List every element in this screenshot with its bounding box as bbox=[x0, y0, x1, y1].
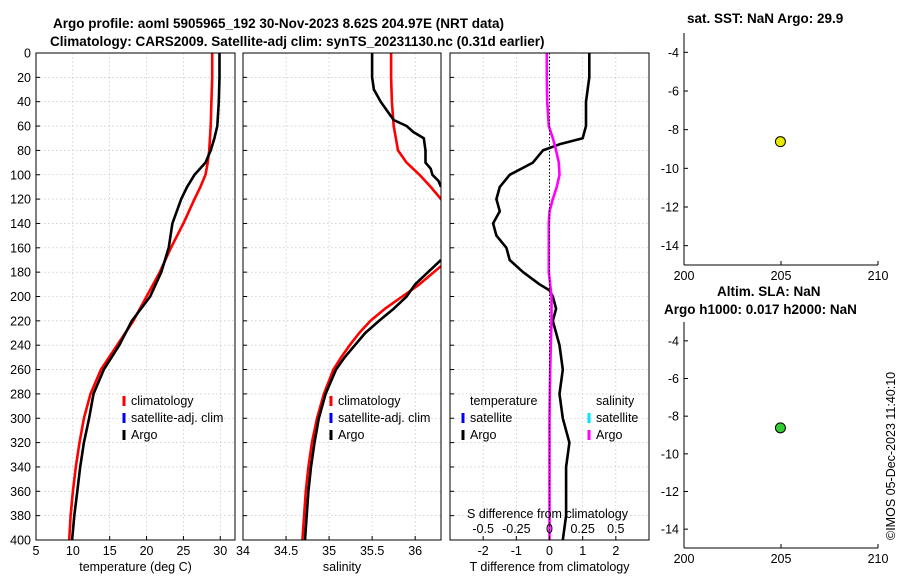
y-tick-label: 80 bbox=[17, 144, 31, 158]
data-point bbox=[774, 136, 786, 148]
y-tick-label: -10 bbox=[661, 162, 679, 176]
x-tick-label: 200 bbox=[674, 552, 695, 566]
x-axis-label: temperature (deg C) bbox=[79, 560, 192, 574]
series-line-argo bbox=[70, 53, 221, 540]
legend-title-salinity: salinity bbox=[596, 394, 635, 408]
y-tick-label: 140 bbox=[10, 217, 31, 231]
x-tick-label: 210 bbox=[868, 552, 889, 566]
x-tick-label: -2 bbox=[478, 544, 489, 558]
series-line-t-difference-argo bbox=[491, 53, 591, 540]
x-tick-label: 35 bbox=[322, 544, 336, 558]
y-tick-label: 200 bbox=[10, 290, 31, 304]
series-line-argo bbox=[370, 53, 441, 188]
legend-label: satellite bbox=[470, 411, 512, 425]
y-tick-label: -12 bbox=[661, 201, 679, 215]
y-tick-label: 160 bbox=[10, 241, 31, 255]
y-tick-label: 0 bbox=[24, 47, 31, 61]
y-tick-label: 300 bbox=[10, 412, 31, 426]
legend-label: Argo bbox=[470, 428, 496, 442]
x-tick-label: 25 bbox=[176, 544, 190, 558]
y-tick-label: 40 bbox=[17, 95, 31, 109]
y-tick-label: 240 bbox=[10, 339, 31, 353]
series-line-climatology-deep bbox=[301, 265, 441, 540]
legend-label: Argo bbox=[338, 428, 364, 442]
y-tick-label: -14 bbox=[661, 239, 679, 253]
x-tick-label: 5 bbox=[33, 544, 40, 558]
data-point bbox=[774, 422, 786, 434]
y-tick-label: 120 bbox=[10, 193, 31, 207]
x-tick-label: 200 bbox=[674, 269, 695, 283]
x-tick-label: 205 bbox=[771, 269, 792, 283]
legend-label: climatology bbox=[131, 394, 194, 408]
y-tick-label: 340 bbox=[10, 460, 31, 474]
y-tick-label: 60 bbox=[17, 120, 31, 134]
legend-label: satellite-adj. clim bbox=[338, 411, 430, 425]
x-tick-label: 10 bbox=[66, 544, 80, 558]
y-tick-label: 100 bbox=[10, 168, 31, 182]
y-tick-label: -14 bbox=[661, 523, 679, 537]
x-axis-label: salinity bbox=[323, 560, 362, 574]
sla-panel-subtitle: Argo h1000: 0.017 h2000: NaN bbox=[664, 302, 857, 317]
x-tick-label: -1 bbox=[511, 544, 522, 558]
y-tick-label: -8 bbox=[668, 123, 679, 137]
top-x-tick-label: -0.5 bbox=[472, 522, 494, 536]
x-tick-label: 35.5 bbox=[360, 544, 384, 558]
temperature-panel: 5 10 15 20 25 30 temperature (deg C) 0 20 40 60 80 1… bbox=[10, 47, 236, 574]
y-tick-label: 380 bbox=[10, 509, 31, 523]
x-tick-label: 34.5 bbox=[274, 544, 298, 558]
x-tick-label: 2 bbox=[612, 544, 619, 558]
y-tick-label: -6 bbox=[668, 85, 679, 99]
x-axis-label: T difference from climatology bbox=[469, 560, 630, 574]
top-x-tick-label: -0.25 bbox=[502, 522, 531, 536]
y-tick-label: 320 bbox=[10, 436, 31, 450]
y-tick-label: 260 bbox=[10, 363, 31, 377]
y-tick-label: 400 bbox=[10, 534, 31, 548]
sst-panel-title: sat. SST: NaN Argo: 29.9 bbox=[687, 11, 843, 26]
x-tick-label: 15 bbox=[103, 544, 117, 558]
legend-label: Argo bbox=[596, 428, 622, 442]
figure-title-line1: Argo profile: aoml 5905965_192 30-Nov-20… bbox=[53, 16, 504, 31]
x-tick-label: 0 bbox=[546, 544, 553, 558]
legend-title-temperature: temperature bbox=[470, 394, 537, 408]
difference-panel: -2 -1 0 1 2 T difference from climatology S di… bbox=[449, 52, 650, 574]
sst-map-panel: -4 -6 -8 -10 -12 -14 200 205 210 bbox=[661, 33, 889, 283]
y-tick-label: -12 bbox=[661, 485, 679, 499]
x-tick-label: 34 bbox=[236, 544, 250, 558]
y-tick-label: -10 bbox=[661, 447, 679, 461]
top-x-tick-label: 0 bbox=[546, 522, 553, 536]
x-tick-label: 210 bbox=[868, 269, 889, 283]
y-tick-label: -4 bbox=[668, 46, 679, 60]
top-axis-label: S difference from climatology bbox=[467, 507, 629, 521]
top-x-tick-label: 0.25 bbox=[570, 522, 594, 536]
y-tick-label: -6 bbox=[668, 372, 679, 386]
series-line-argo-deep bbox=[303, 259, 441, 540]
series-line-climatology bbox=[67, 53, 214, 540]
legend-label: Argo bbox=[131, 428, 157, 442]
x-tick-label: 20 bbox=[140, 544, 154, 558]
salinity-panel: 34 34.5 35 35.5 36 salinity climatology satelli… bbox=[236, 52, 442, 574]
figure-title-line2: Climatology: CARS2009. Satellite-adj cli… bbox=[50, 34, 544, 49]
y-tick-label: 220 bbox=[10, 314, 31, 328]
legend-label: satellite-adj. clim bbox=[131, 411, 223, 425]
top-x-tick-label: 0.5 bbox=[607, 522, 624, 536]
x-tick-label: 205 bbox=[771, 552, 792, 566]
x-tick-label: 36 bbox=[408, 544, 422, 558]
y-tick-label: 360 bbox=[10, 485, 31, 499]
timestamp-stamp: ©IMOS 05-Dec-2023 11:40:10 bbox=[884, 372, 898, 540]
x-tick-label: 1 bbox=[579, 544, 586, 558]
y-tick-label: 20 bbox=[17, 71, 31, 85]
legend-label: climatology bbox=[338, 394, 401, 408]
y-tick-label: -8 bbox=[668, 410, 679, 424]
sla-panel-title: Altim. SLA: NaN bbox=[717, 284, 821, 299]
y-tick-label: -4 bbox=[668, 334, 679, 348]
legend-label: satellite bbox=[596, 411, 638, 425]
x-tick-label: 30 bbox=[213, 544, 227, 558]
series-line-climatology bbox=[389, 53, 441, 202]
y-tick-label: 180 bbox=[10, 266, 31, 280]
sla-map-panel: -4 -6 -8 -10 -12 -14 200 205 210 bbox=[661, 322, 889, 566]
y-tick-label: 280 bbox=[10, 387, 31, 401]
